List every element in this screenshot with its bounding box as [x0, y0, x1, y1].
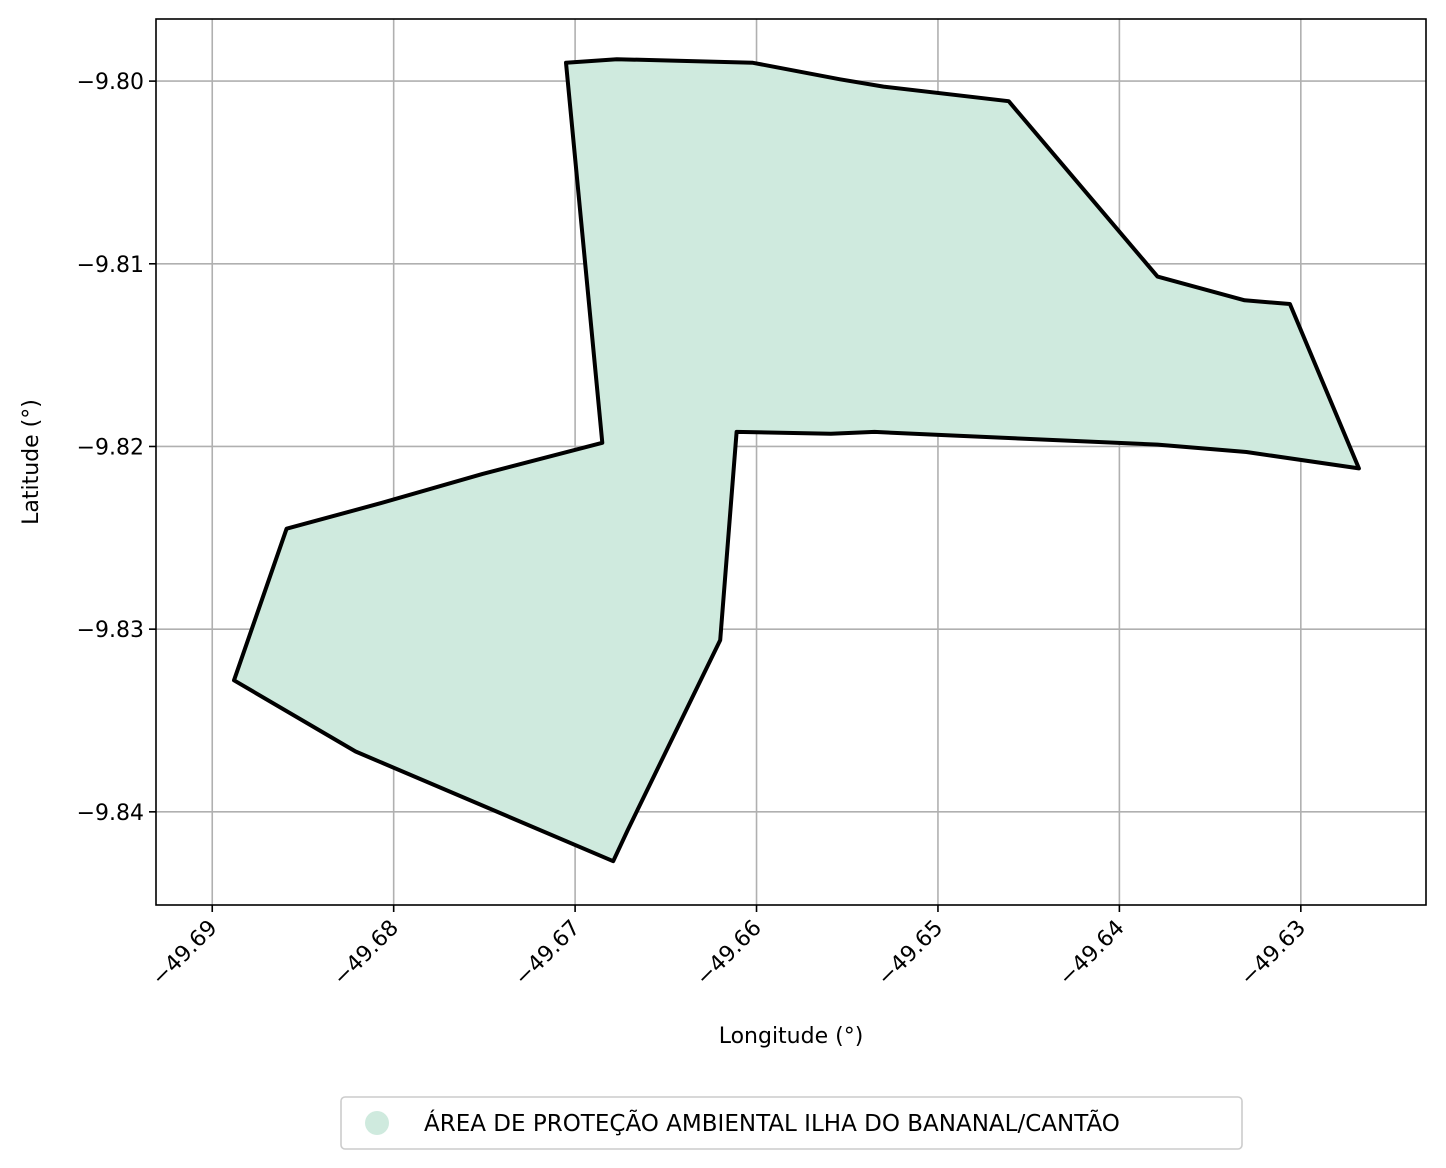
- legend: ÁREA DE PROTEÇÃO AMBIENTAL ILHA DO BANAN…: [340, 1096, 1243, 1150]
- y-tick-label: −9.82: [77, 435, 144, 460]
- polygon-layer: [232, 57, 1361, 864]
- y-tick-label: −9.83: [77, 618, 144, 643]
- plot-area: [156, 19, 1426, 905]
- x-axis-label: Longitude (°): [719, 1024, 864, 1049]
- y-axis-label: Latitude (°): [19, 399, 44, 525]
- legend-frame: [340, 1096, 1243, 1150]
- y-tick-label: −9.80: [77, 70, 144, 95]
- axes-frame: [155, 18, 1427, 906]
- protected-area-polygon: [232, 57, 1361, 864]
- y-tick-label: −9.84: [77, 801, 144, 826]
- y-tick-label: −9.81: [77, 253, 144, 278]
- legend-label: ÁREA DE PROTEÇÃO AMBIENTAL ILHA DO BANAN…: [424, 1109, 1120, 1137]
- y-axis-ticks: −9.80 −9.81 −9.82 −9.83 −9.84: [77, 70, 156, 826]
- legend-marker: [365, 1111, 389, 1135]
